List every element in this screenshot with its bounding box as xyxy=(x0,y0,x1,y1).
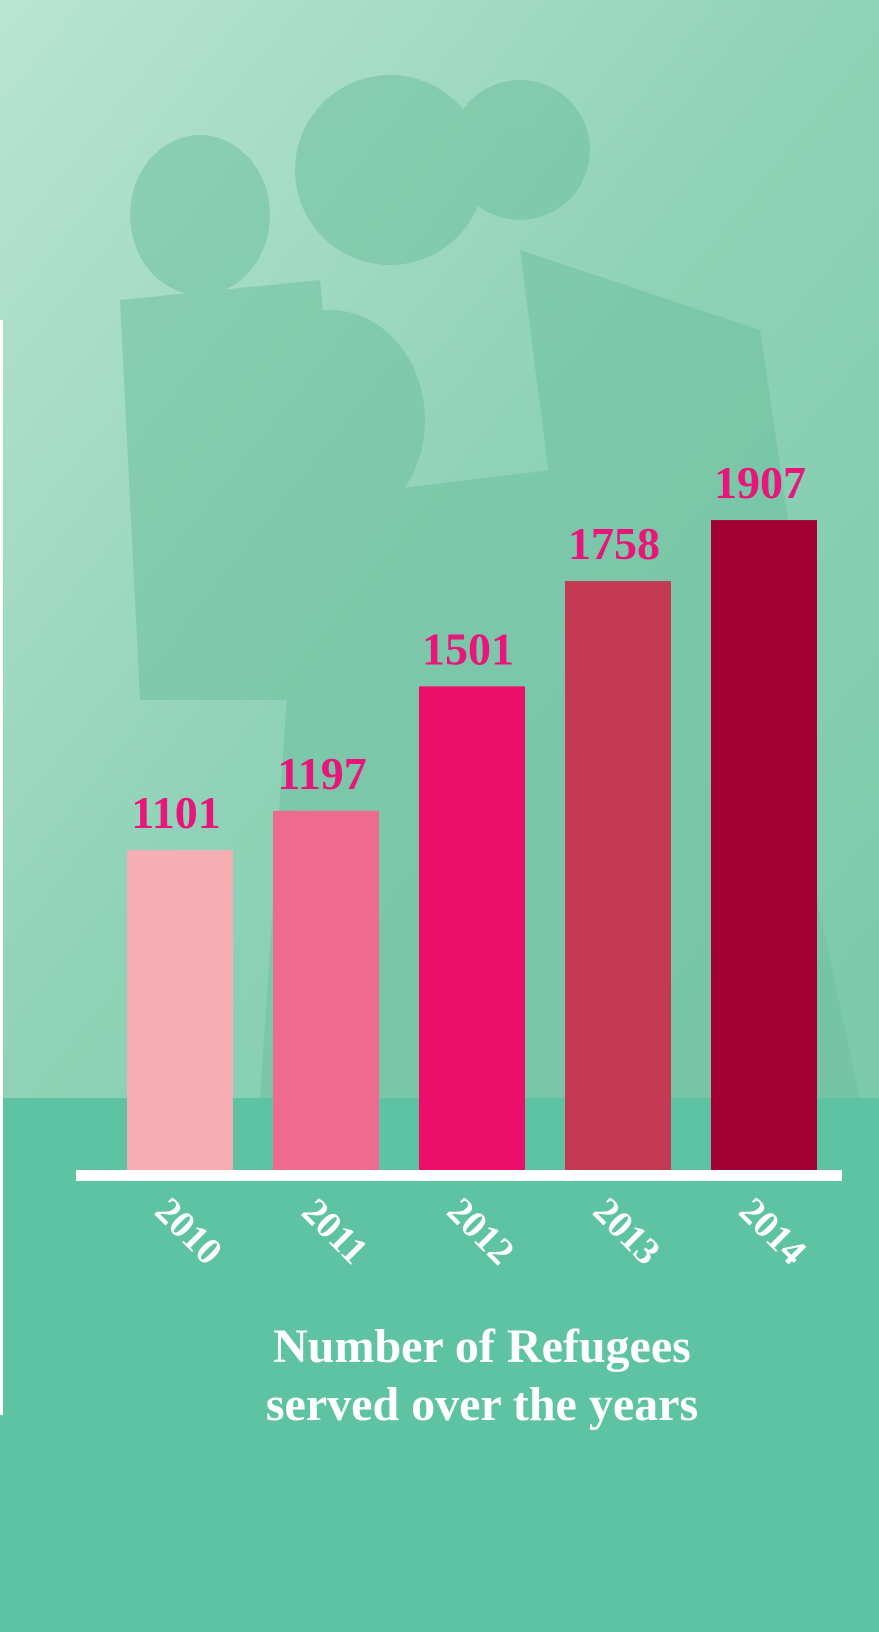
value-label: 1758 xyxy=(568,518,660,569)
bar xyxy=(711,520,817,1170)
x-axis xyxy=(76,1170,842,1181)
bar xyxy=(127,850,233,1170)
page: {"chart_data": {"type": "bar", "title": … xyxy=(0,0,879,1632)
x-tick-label: 2013 xyxy=(585,1190,668,1273)
chart-title: Number of Refugees served over the years xyxy=(212,1318,752,1434)
x-tick-label: 2011 xyxy=(294,1191,376,1273)
value-label: 1501 xyxy=(422,623,514,674)
x-tick-label: 2014 xyxy=(731,1190,814,1273)
value-label: 1197 xyxy=(277,748,366,799)
bar xyxy=(273,811,379,1170)
value-label: 1101 xyxy=(131,787,220,838)
bar xyxy=(565,581,671,1170)
bar xyxy=(419,686,525,1170)
x-tick-label: 2012 xyxy=(439,1190,522,1273)
value-label: 1907 xyxy=(714,457,806,508)
x-tick-label: 2010 xyxy=(147,1190,230,1273)
left-border xyxy=(0,320,3,1415)
